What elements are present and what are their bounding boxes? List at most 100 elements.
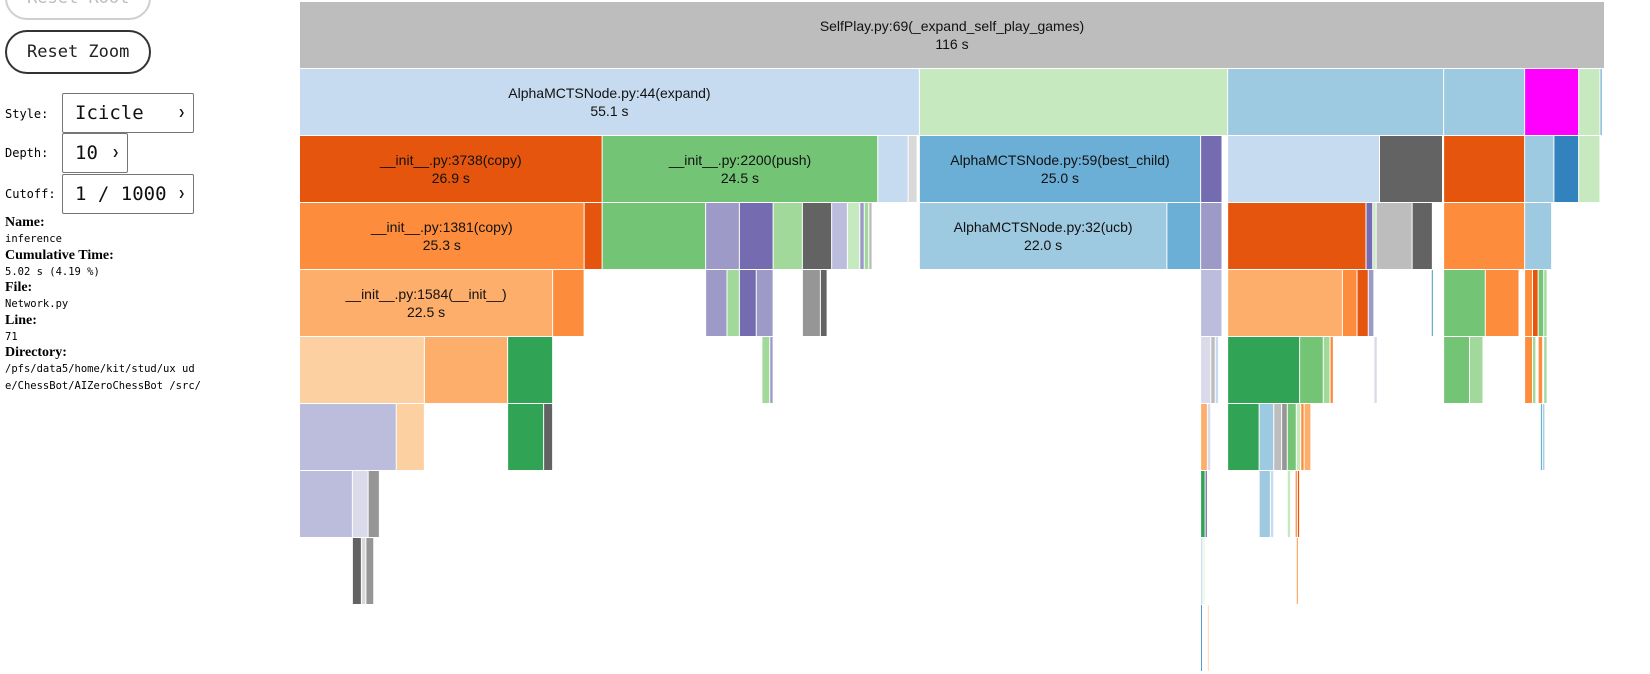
frame-rect[interactable] bbox=[1201, 337, 1211, 403]
frame-block[interactable] bbox=[1330, 337, 1333, 403]
frame-rect[interactable] bbox=[756, 270, 773, 336]
frame-block[interactable] bbox=[739, 270, 756, 336]
frame-rect[interactable] bbox=[1444, 69, 1525, 135]
frame-block[interactable] bbox=[1525, 203, 1552, 269]
frame-rect[interactable] bbox=[1201, 404, 1207, 470]
frame-block[interactable] bbox=[1373, 203, 1376, 269]
frame-block[interactable] bbox=[869, 203, 872, 269]
frame-rect[interactable] bbox=[1373, 203, 1376, 269]
frame-block[interactable] bbox=[1228, 404, 1259, 470]
frame-rect[interactable] bbox=[1287, 404, 1296, 470]
frame-block[interactable] bbox=[352, 471, 368, 537]
frame-rect[interactable] bbox=[1525, 136, 1554, 202]
frame-block[interactable] bbox=[1228, 136, 1379, 202]
frame-rect[interactable] bbox=[1380, 136, 1442, 202]
frame-block[interactable] bbox=[1444, 136, 1525, 202]
frame-rect[interactable] bbox=[1525, 270, 1532, 336]
frame-block[interactable] bbox=[1203, 538, 1205, 604]
frame-rect[interactable] bbox=[1525, 203, 1552, 269]
frame-rect[interactable] bbox=[1215, 337, 1219, 403]
frame-rect[interactable] bbox=[1282, 404, 1287, 470]
frame-rect[interactable] bbox=[1525, 69, 1579, 135]
frame-rect[interactable] bbox=[1579, 69, 1600, 135]
frame-block[interactable] bbox=[1201, 471, 1205, 537]
frame-block[interactable] bbox=[1366, 203, 1373, 269]
frame-rect[interactable] bbox=[1228, 136, 1379, 202]
frame-alphamctsnode-py-59-best-child-[interactable]: AlphaMCTSNode.py:59(best_child)25.0 s bbox=[919, 136, 1201, 202]
frame-rect[interactable] bbox=[820, 270, 827, 336]
frame-rect[interactable] bbox=[1228, 404, 1259, 470]
frame-block[interactable] bbox=[1295, 471, 1297, 537]
frame-rect[interactable] bbox=[847, 203, 860, 269]
frame-selfplay-py-69-expand-self-play-games-[interactable]: SelfPlay.py:69(_expand_self_play_games)1… bbox=[300, 2, 1604, 68]
frame-rect[interactable] bbox=[1201, 538, 1203, 604]
frame-rect[interactable] bbox=[361, 538, 366, 604]
frame-block[interactable] bbox=[1201, 404, 1207, 470]
frame-rect[interactable] bbox=[1444, 270, 1485, 336]
frame-block[interactable] bbox=[1525, 69, 1579, 135]
frame-rect[interactable] bbox=[1270, 471, 1274, 537]
frame-block[interactable] bbox=[1287, 471, 1291, 537]
frame-rect[interactable] bbox=[1470, 337, 1483, 403]
frame-rect[interactable] bbox=[396, 404, 424, 470]
frame-block[interactable] bbox=[802, 203, 832, 269]
frame-block[interactable] bbox=[1207, 605, 1209, 671]
frame-block[interactable] bbox=[1297, 471, 1300, 537]
frame-rect[interactable] bbox=[1554, 136, 1579, 202]
frame-rect[interactable] bbox=[802, 270, 820, 336]
frame-block[interactable] bbox=[878, 136, 908, 202]
frame-block[interactable] bbox=[1374, 337, 1377, 403]
frame-rect[interactable] bbox=[1228, 203, 1366, 269]
style-select[interactable]: Icicle ❯ bbox=[62, 93, 194, 133]
frame-block[interactable] bbox=[361, 538, 366, 604]
frame-block[interactable] bbox=[602, 203, 706, 269]
frame-rect[interactable] bbox=[300, 136, 602, 202]
frame-rect[interactable] bbox=[1228, 69, 1444, 135]
frame-rect[interactable] bbox=[1211, 337, 1215, 403]
frame-block[interactable] bbox=[300, 471, 352, 537]
frame-rect[interactable] bbox=[508, 404, 544, 470]
frame-rect[interactable] bbox=[1259, 404, 1274, 470]
frame-rect[interactable] bbox=[1485, 270, 1519, 336]
frame-rect[interactable] bbox=[1201, 471, 1205, 537]
frame-block[interactable] bbox=[727, 270, 739, 336]
frame-rect[interactable] bbox=[1376, 203, 1412, 269]
frame-block[interactable] bbox=[300, 404, 396, 470]
frame-block[interactable] bbox=[368, 471, 379, 537]
frame-block[interactable] bbox=[762, 337, 770, 403]
frame-rect[interactable] bbox=[739, 270, 756, 336]
frame-block[interactable] bbox=[584, 203, 602, 269]
frame-rect[interactable] bbox=[1540, 404, 1543, 470]
frame-block[interactable] bbox=[1296, 538, 1298, 604]
frame-rect[interactable] bbox=[739, 203, 773, 269]
frame-block[interactable] bbox=[1540, 404, 1543, 470]
frame-rect[interactable] bbox=[424, 337, 508, 403]
frame-rect[interactable] bbox=[1357, 270, 1368, 336]
frame-block[interactable] bbox=[1201, 136, 1222, 202]
frame-rect[interactable] bbox=[1201, 136, 1222, 202]
frame-rect[interactable] bbox=[602, 136, 878, 202]
frame-rect[interactable] bbox=[508, 337, 553, 403]
frame-rect[interactable] bbox=[553, 270, 584, 336]
frame-rect[interactable] bbox=[1167, 203, 1201, 269]
frame-block[interactable] bbox=[1485, 270, 1519, 336]
frame-block[interactable] bbox=[1525, 270, 1532, 336]
frame-rect[interactable] bbox=[1533, 270, 1538, 336]
frame-block[interactable] bbox=[756, 270, 773, 336]
frame-block[interactable] bbox=[1201, 337, 1211, 403]
frame-rect[interactable] bbox=[878, 136, 908, 202]
frame-block[interactable] bbox=[1201, 203, 1222, 269]
frame-rect[interactable] bbox=[706, 203, 739, 269]
frame-rect[interactable] bbox=[773, 203, 802, 269]
frame-rect[interactable] bbox=[727, 270, 739, 336]
frame-block[interactable] bbox=[1259, 471, 1270, 537]
frame-block[interactable] bbox=[1201, 270, 1222, 336]
frame-rect[interactable] bbox=[919, 69, 1228, 135]
frame-rect[interactable] bbox=[1330, 337, 1333, 403]
frame--init-py-2200-push-[interactable]: __init__.py:2200(push)24.5 s bbox=[602, 136, 878, 202]
frame-rect[interactable] bbox=[1544, 270, 1547, 336]
frame-block[interactable] bbox=[802, 270, 820, 336]
frame-block[interactable] bbox=[1211, 337, 1215, 403]
frame-block[interactable] bbox=[1287, 404, 1296, 470]
frame-rect[interactable] bbox=[1205, 471, 1207, 537]
